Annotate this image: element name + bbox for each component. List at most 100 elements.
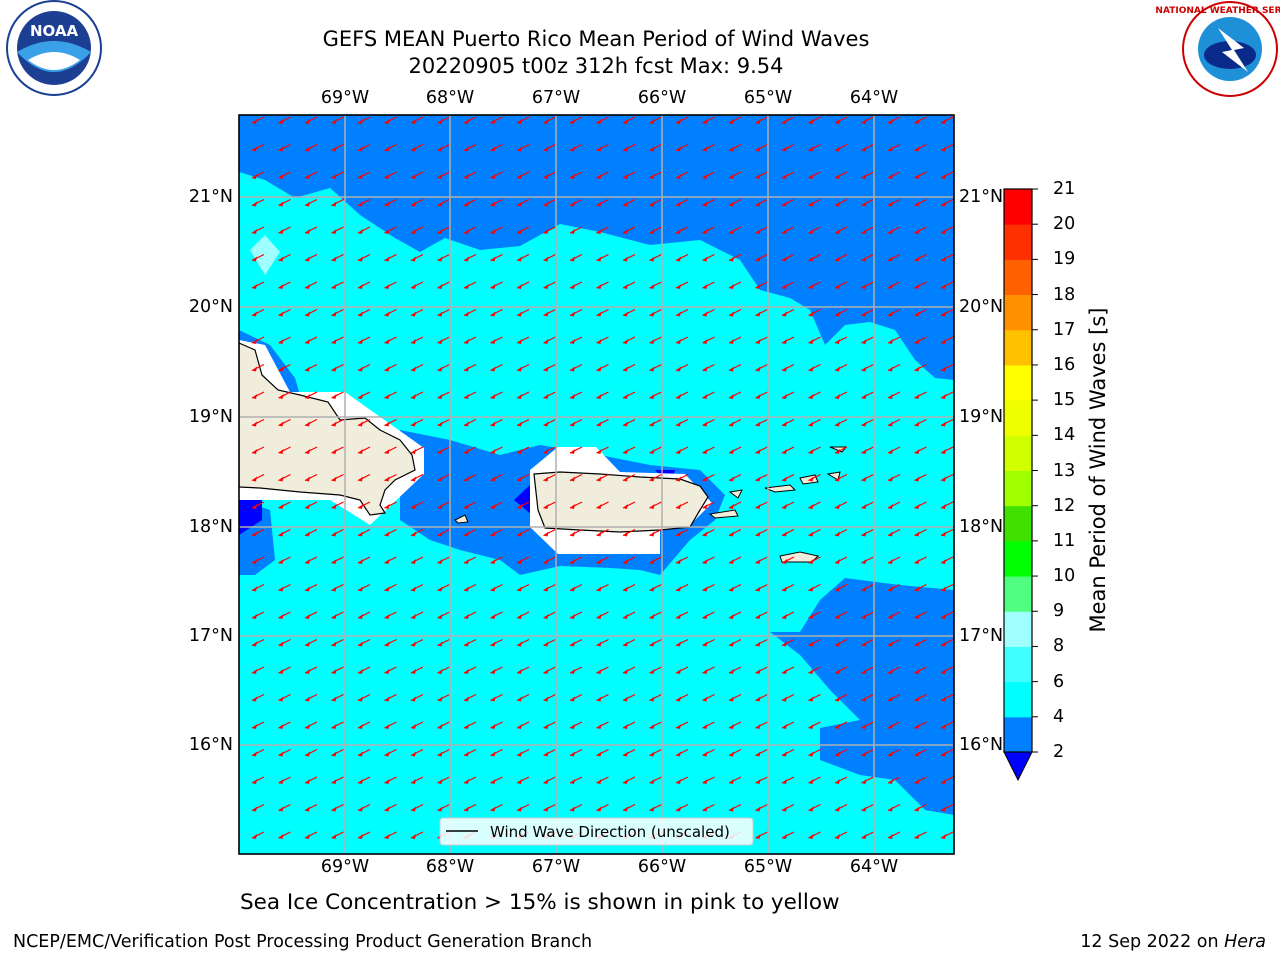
wind-wave-arrow	[357, 528, 371, 537]
wind-wave-arrow	[914, 226, 927, 234]
wind-wave-arrow	[702, 391, 715, 399]
wind-wave-arrow	[437, 171, 450, 179]
wind-wave-arrow	[596, 391, 609, 399]
wind-wave-arrow	[331, 501, 344, 509]
wind-wave-arrow	[278, 336, 291, 344]
wind-wave-arrow	[808, 748, 821, 757]
wind-wave-arrow	[834, 556, 848, 564]
wind-wave-arrow	[516, 693, 530, 702]
wind-wave-arrow	[808, 803, 821, 812]
wind-wave-arrow	[410, 556, 424, 564]
wind-wave-arrow	[410, 693, 424, 702]
land-mona-island	[454, 514, 469, 524]
wind-wave-arrow	[384, 831, 397, 839]
colorbar-segment	[1004, 505, 1032, 542]
wind-wave-arrow	[331, 418, 344, 427]
wind-wave-arrow	[728, 693, 742, 702]
wind-wave-arrow	[490, 226, 503, 234]
land-puerto-rico	[533, 471, 709, 533]
wind-wave-arrow	[675, 638, 689, 647]
wind-wave-arrow	[357, 556, 371, 564]
wind-wave-arrow	[728, 638, 742, 647]
wind-wave-arrow	[702, 116, 715, 124]
wind-wave-arrow	[543, 638, 556, 647]
wind-wave-arrow	[861, 693, 874, 702]
wind-wave-arrow	[781, 336, 795, 344]
wind-wave-arrow	[861, 198, 874, 207]
wind-wave-arrow	[675, 171, 689, 179]
wind-wave-arrow	[516, 363, 530, 372]
wind-wave-arrow	[755, 226, 768, 234]
wind-wave-arrow	[278, 198, 291, 207]
wind-wave-arrow	[278, 143, 291, 152]
nws-logo: NATIONAL WEATHER SERVICE	[1155, 1, 1280, 97]
wind-wave-arrow	[304, 308, 318, 317]
wind-wave-arrow	[596, 528, 609, 537]
wind-wave-arrow	[781, 776, 795, 784]
lon-tick-label-top: 65°W	[743, 88, 793, 108]
wind-wave-arrow	[675, 418, 689, 427]
wind-wave-arrow	[861, 501, 874, 509]
lat-tick-label-left: 21°N	[188, 187, 233, 207]
wind-wave-arrow	[384, 528, 397, 537]
wind-wave-arrow	[914, 556, 927, 564]
wind-wave-arrow	[463, 803, 477, 812]
wind-wave-arrow	[569, 666, 583, 674]
wind-wave-arrow	[278, 391, 291, 399]
wind-wave-arrow	[649, 473, 662, 482]
wind-wave-arrow	[649, 363, 662, 372]
wind-wave-arrow	[278, 666, 291, 674]
wind-wave-arrow	[702, 748, 715, 757]
wind-wave-arrow	[702, 776, 715, 784]
wind-wave-arrow	[675, 336, 689, 344]
wind-wave-arrow	[649, 281, 662, 289]
wind-wave-arrow	[490, 363, 503, 372]
wind-wave-arrow	[490, 308, 503, 317]
wind-wave-arrow	[569, 336, 583, 344]
wind-wave-arrow	[304, 143, 318, 152]
wind-wave-arrow	[569, 528, 583, 537]
wind-wave-arrow	[834, 143, 848, 152]
wind-wave-arrow	[622, 308, 636, 317]
wind-wave-arrow	[331, 583, 344, 592]
wind-wave-arrow	[914, 116, 927, 124]
wind-wave-arrow	[410, 611, 424, 619]
wind-wave-arrow	[357, 446, 371, 454]
wind-wave-arrow	[781, 638, 795, 647]
wind-wave-arrow	[304, 363, 318, 372]
wind-wave-arrow	[755, 418, 768, 427]
wind-wave-arrow	[516, 556, 530, 564]
wind-wave-arrow	[543, 281, 556, 289]
wind-wave-arrow	[357, 721, 371, 729]
wind-wave-arrow	[331, 171, 344, 179]
wind-wave-arrow	[675, 446, 689, 454]
land-hispaniola	[239, 342, 416, 516]
wind-wave-arrow	[755, 363, 768, 372]
colorbar-segment	[1004, 681, 1032, 718]
wind-wave-arrow	[251, 336, 265, 344]
wind-wave-arrow	[781, 418, 795, 427]
wind-wave-arrow	[410, 748, 424, 757]
wind-wave-arrow	[304, 666, 318, 674]
wind-wave-arrow	[622, 666, 636, 674]
wind-wave-arrow	[357, 748, 371, 757]
wind-wave-arrow	[357, 611, 371, 619]
wind-wave-arrow	[543, 803, 556, 812]
wind-wave-arrow	[755, 473, 768, 482]
wind-wave-arrow	[569, 446, 583, 454]
land-st-thomas	[764, 484, 797, 493]
wind-wave-arrow	[940, 473, 954, 482]
wind-wave-arrow	[649, 336, 662, 344]
wind-wave-arrow	[781, 583, 795, 592]
wind-wave-arrow	[357, 336, 371, 344]
wind-wave-arrow	[622, 528, 636, 537]
wind-wave-arrow	[755, 281, 768, 289]
wind-wave-arrow	[543, 418, 556, 427]
wind-wave-arrow	[278, 418, 291, 427]
colorbar-tick-label: 6	[1053, 671, 1065, 692]
wind-wave-arrow	[596, 556, 609, 564]
wind-wave-arrow	[490, 556, 503, 564]
wind-wave-arrow	[304, 336, 318, 344]
wind-wave-arrow	[437, 748, 450, 757]
wind-wave-arrow	[304, 748, 318, 757]
